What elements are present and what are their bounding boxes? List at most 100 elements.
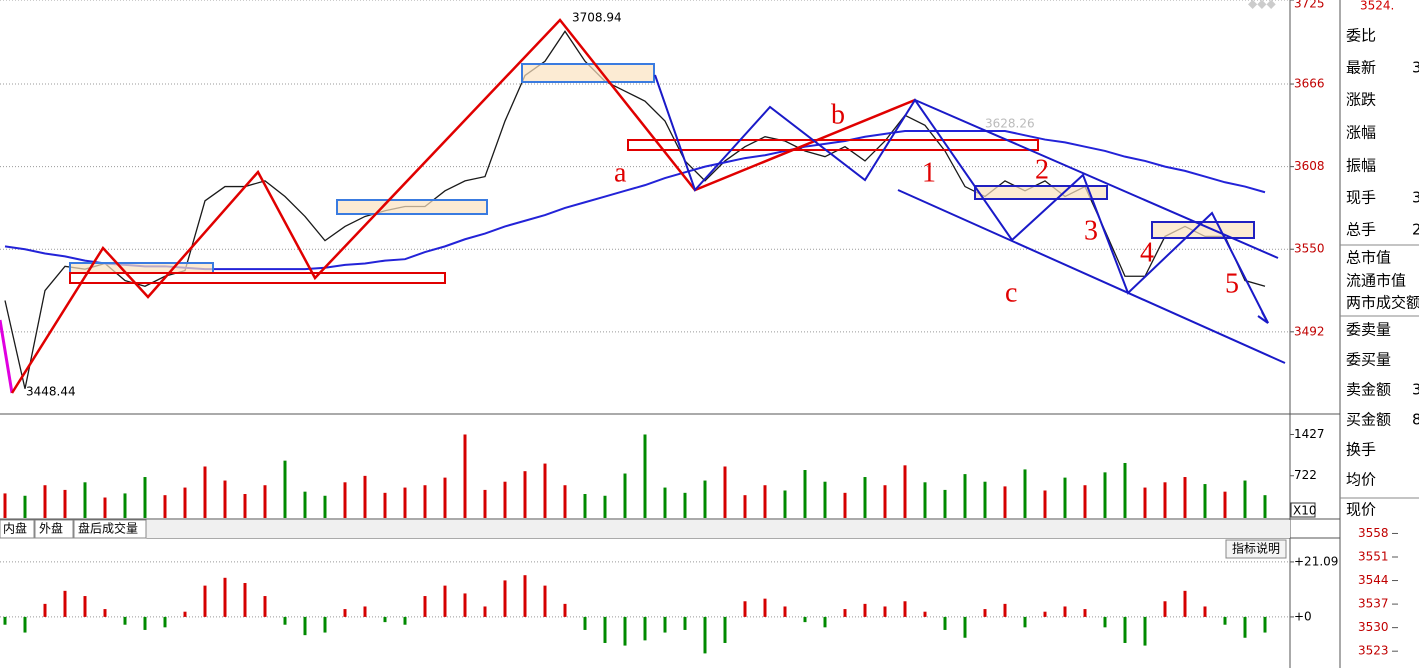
volume-bar — [1003, 486, 1007, 518]
volume-bar — [1183, 477, 1187, 518]
macd-bar — [343, 609, 347, 617]
volume-bar — [1063, 477, 1067, 518]
volume-bar — [223, 480, 227, 518]
volume-bar — [1223, 491, 1227, 518]
y-tick-label: 3492 — [1294, 324, 1325, 338]
field-value: 3 — [1412, 189, 1419, 207]
volume-bar — [883, 485, 887, 518]
volume-bar — [123, 493, 127, 518]
macd-bar — [463, 593, 467, 617]
field-value: 3 — [1412, 381, 1419, 399]
box — [69, 272, 446, 284]
macd-bar — [983, 609, 987, 617]
macd-bar — [303, 616, 307, 636]
y-tick-label: 3666 — [1294, 77, 1325, 91]
macd-bar — [923, 611, 927, 617]
macd-bar — [143, 616, 147, 630]
field-label: 两市成交额 — [1346, 294, 1419, 312]
macd-bar — [203, 585, 207, 617]
volume-bar — [683, 492, 687, 518]
volume-bar — [63, 489, 67, 518]
field-value: 2 — [1412, 221, 1419, 239]
drawing — [0, 319, 14, 394]
volume-bar — [1123, 462, 1127, 518]
field-label: 流通市值 — [1346, 272, 1406, 290]
macd-bar — [903, 601, 907, 617]
button-label[interactable]: 指标说明 — [1232, 541, 1280, 556]
wave-label: c — [1005, 277, 1017, 308]
volume-bar — [163, 495, 167, 518]
macd-bar — [1223, 616, 1227, 625]
y-tick-label: 3523 — [1358, 644, 1389, 658]
wave-label: 2 — [1035, 154, 1049, 185]
field-label: 涨幅 — [1346, 124, 1376, 142]
macd-bar — [243, 583, 247, 617]
tab[interactable] — [73, 519, 147, 539]
y-tick-label: 1427 — [1294, 427, 1325, 441]
macd-bar — [103, 609, 107, 617]
tab-bar — [0, 520, 1290, 538]
macd-bar — [723, 616, 727, 643]
field-label: 委买量 — [1346, 351, 1391, 369]
macd-bar — [1163, 601, 1167, 617]
macd-bar — [123, 616, 127, 625]
field-label: 总市值 — [1346, 249, 1391, 267]
tab-label[interactable]: 外盘 — [39, 521, 63, 536]
volume-bar — [663, 487, 667, 518]
macd-bar — [703, 616, 707, 654]
tab-label[interactable]: 内盘 — [3, 521, 27, 536]
volume-bar — [463, 434, 467, 518]
macd-bar — [1063, 606, 1067, 617]
field-label: 买金额 — [1346, 411, 1391, 429]
field-label: 振幅 — [1346, 157, 1376, 175]
volume-bar — [1103, 472, 1107, 518]
volume-bar — [943, 489, 947, 518]
volume-bar — [1143, 487, 1147, 518]
macd-bar — [883, 606, 887, 617]
tab-label[interactable]: 盘后成交量 — [78, 521, 138, 536]
channel-line — [897, 189, 1286, 364]
volume-bar — [403, 487, 407, 518]
volume-bar — [103, 497, 107, 518]
volume-bar — [203, 466, 207, 518]
field-label: 均价 — [1346, 471, 1376, 489]
tab[interactable] — [34, 519, 74, 539]
y-tick-label: 722 — [1294, 468, 1317, 482]
volume-bar — [523, 471, 527, 518]
zigzag — [654, 74, 1269, 324]
volume-bar — [543, 463, 547, 518]
volume-bar — [1263, 495, 1267, 518]
volume-bar — [803, 470, 807, 518]
volume-bar — [903, 465, 907, 518]
macd-bar — [1023, 616, 1027, 628]
macd-bar — [683, 616, 687, 630]
macd-bar — [643, 616, 647, 641]
macd-bar — [603, 616, 607, 643]
macd-bar — [383, 616, 387, 623]
arrow-head — [1257, 311, 1269, 324]
volume-bar — [423, 485, 427, 518]
low-label: 3448.44 — [26, 385, 76, 399]
scale-box — [1290, 502, 1316, 518]
macd-bar — [863, 603, 867, 617]
macd-bar — [1043, 611, 1047, 617]
marks-layer — [3, 30, 1267, 654]
y-tick-label: 3725 — [1294, 0, 1325, 11]
macd-bar — [743, 601, 747, 617]
tab[interactable] — [0, 519, 35, 539]
channel-line — [914, 99, 1279, 259]
macd-bar — [323, 616, 327, 633]
faded-label: 3628.26 — [985, 117, 1035, 131]
button[interactable] — [1225, 539, 1287, 559]
high-label: 3708.94 — [572, 11, 622, 25]
wave-label: a — [614, 157, 627, 188]
wave-label: 3 — [1084, 215, 1098, 246]
volume-bar — [863, 477, 867, 518]
y-tick-label: 3537 — [1358, 597, 1389, 611]
macd-bar — [823, 616, 827, 628]
macd-bar — [363, 606, 367, 617]
y-tick-label: +21.09 — [1294, 554, 1338, 568]
volume-bar — [763, 485, 767, 518]
